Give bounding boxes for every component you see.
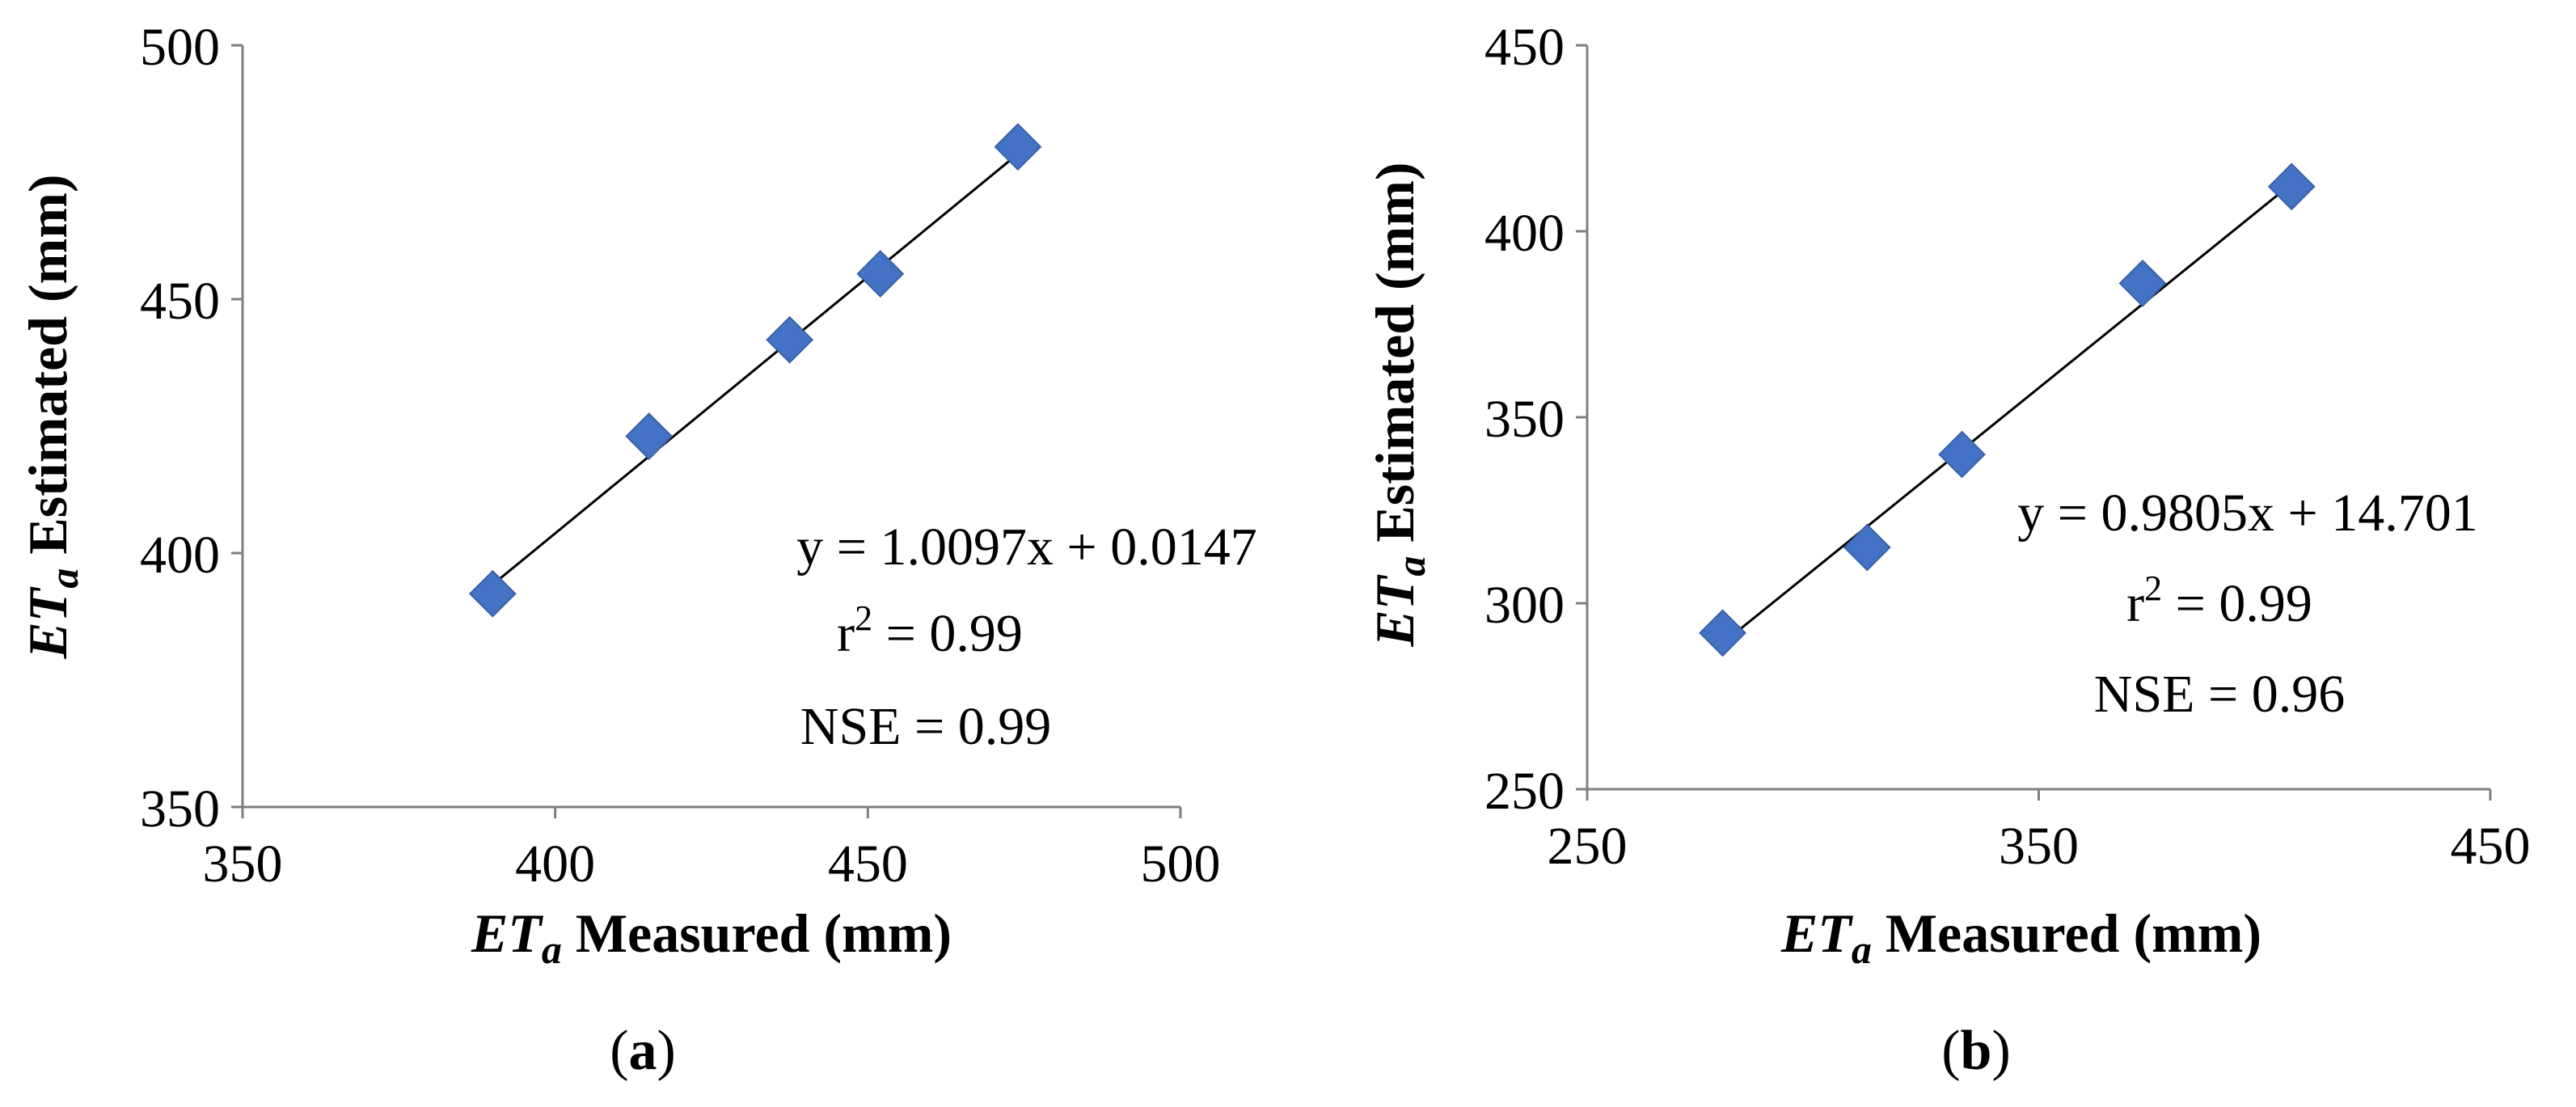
panel-a-label: (a) <box>610 1020 676 1082</box>
x-tick-label: 400 <box>515 834 595 894</box>
panel-a-data-point <box>468 569 517 618</box>
panel-b-r2-prefix: r <box>2126 574 2144 633</box>
panel-b-y-title-rest: Estimated (mm) <box>1364 162 1425 556</box>
panel-a-r2-superscript: 2 <box>855 598 872 638</box>
panel-b-label: (b) <box>1941 1020 2011 1082</box>
y-tick-label: 450 <box>140 272 220 331</box>
panel-b-label-letter: b <box>1961 1020 1992 1082</box>
panel-b-ticks: 250 350 450 250 300 350 400 450 <box>1484 18 2531 876</box>
panel-a-data-point <box>994 123 1042 171</box>
panel-b-data-point <box>2267 163 2316 211</box>
panel-a-nse: NSE = 0.99 <box>800 697 1051 756</box>
panel-b-r-squared: r2 = 0.99 <box>2126 568 2312 633</box>
panel-b-x-axis-title: ETa Measured (mm) <box>1780 902 2261 972</box>
x-tick-label: 350 <box>203 834 283 894</box>
panel-b-data-point <box>2118 259 2167 307</box>
y-tick-label: 400 <box>140 526 220 585</box>
panel-b-r2-value: = 0.99 <box>2162 574 2312 633</box>
y-tick-label: 300 <box>1484 576 1565 635</box>
panel-a-x-title-sub: a <box>542 927 562 972</box>
panel-a-label-open: ( <box>610 1020 628 1082</box>
panel-a-r-squared: r2 = 0.99 <box>837 598 1023 663</box>
x-tick-label: 350 <box>1999 817 2079 876</box>
panel-b-trend-line <box>1721 183 2293 644</box>
panel-b-nse: NSE = 0.96 <box>2094 665 2345 724</box>
x-tick-label: 450 <box>2451 817 2531 876</box>
y-tick-label: 250 <box>1484 762 1565 821</box>
x-tick-label: 500 <box>1141 834 1221 894</box>
panel-b-data-point <box>1843 523 1891 572</box>
panel-b-x-title-sub: a <box>1852 927 1872 972</box>
panel-a-label-letter: a <box>629 1020 657 1082</box>
panel-a-points <box>468 123 1042 618</box>
panel-b-data-point <box>1938 430 1986 479</box>
panel-b-equation: y = 0.9805x + 14.701 <box>2017 484 2477 543</box>
panel-b-label-open: ( <box>1941 1020 1960 1082</box>
panel-a-r2-value: = 0.99 <box>872 604 1023 663</box>
panel-b: 250 350 450 250 300 350 400 450 y = 0.9805x + 1… <box>1364 18 2531 1082</box>
panel-b-label-close: ) <box>1991 1020 2010 1082</box>
panel-b-r2-superscript: 2 <box>2144 568 2162 608</box>
y-tick-label: 450 <box>1484 18 1565 77</box>
panel-b-x-title-rest: Measured (mm) <box>1872 902 2261 964</box>
x-tick-label: 450 <box>828 834 908 894</box>
panel-b-y-title-et: ET <box>1364 574 1425 647</box>
panel-a: 350 400 450 500 350 400 450 500 y = 1.0097x + 0… <box>17 18 1257 1082</box>
panel-a-x-title-rest: Measured (mm) <box>562 902 952 964</box>
panel-a-y-axis-title: ETa Estimated (mm) <box>17 174 87 659</box>
panel-a-equation: y = 1.0097x + 0.0147 <box>796 518 1256 577</box>
y-tick-label: 400 <box>1484 204 1565 263</box>
y-tick-label: 500 <box>140 18 220 77</box>
panel-a-label-close: ) <box>657 1020 676 1082</box>
panel-a-data-point <box>856 250 905 298</box>
panel-a-x-axis-title: ETa Measured (mm) <box>471 902 952 972</box>
panel-a-trend-line <box>492 153 1019 586</box>
y-tick-label: 350 <box>140 780 220 839</box>
panel-a-data-point <box>766 315 814 364</box>
panel-b-points <box>1699 163 2316 657</box>
panel-a-data-point <box>625 412 674 460</box>
panel-b-x-title-et: ET <box>1780 902 1853 964</box>
panel-a-y-title-et: ET <box>17 586 78 659</box>
panel-b-y-axis-title: ETa Estimated (mm) <box>1364 162 1434 647</box>
y-tick-label: 350 <box>1484 390 1565 449</box>
panel-a-r2-prefix: r <box>837 604 855 663</box>
panel-a-y-title-sub: a <box>41 568 87 589</box>
panel-a-x-title-et: ET <box>471 902 543 964</box>
panel-b-data-point <box>1699 609 1746 657</box>
x-tick-label: 250 <box>1548 817 1628 876</box>
panel-a-ticks: 350 400 450 500 350 400 450 500 <box>140 18 1221 894</box>
panel-b-y-title-sub: a <box>1388 556 1434 577</box>
panel-a-y-title-rest: Estimated (mm) <box>17 174 78 568</box>
